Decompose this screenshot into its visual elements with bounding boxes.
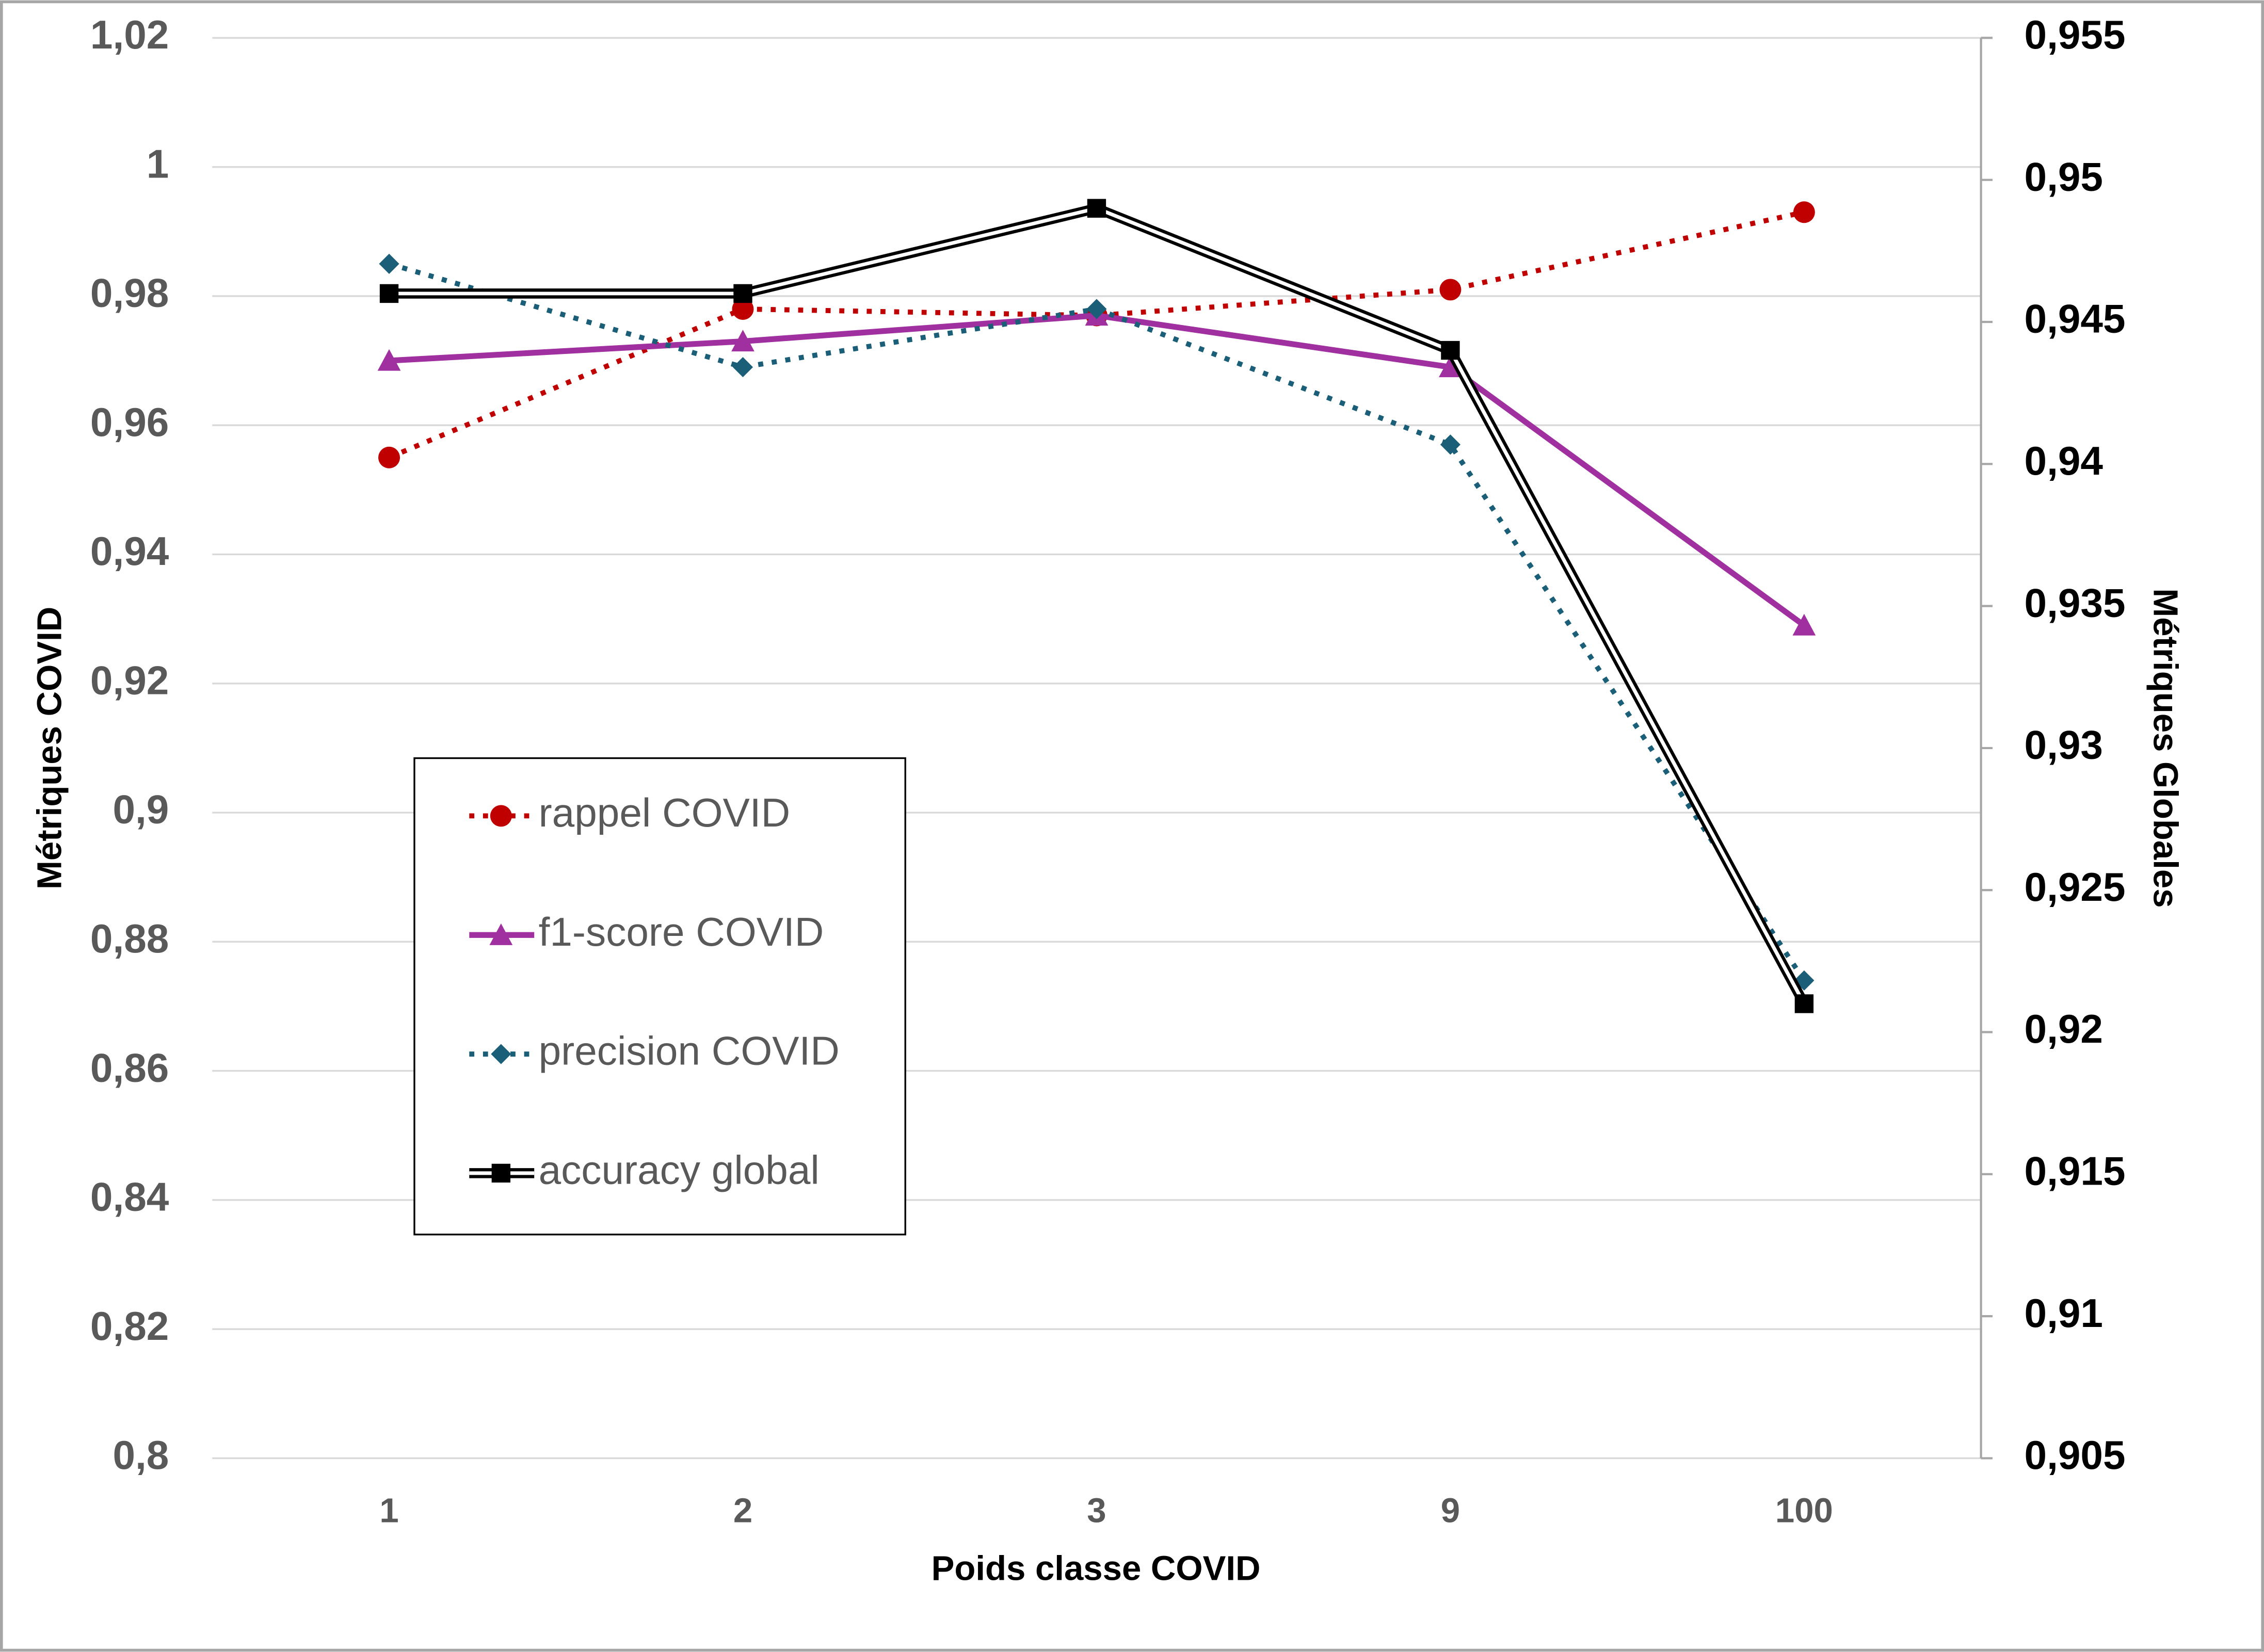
y2-tick-label: 0,95 xyxy=(2025,154,2103,199)
marker xyxy=(1441,341,1460,360)
y2-tick-label: 0,905 xyxy=(2025,1432,2126,1478)
legend-label: f1-score COVID xyxy=(539,909,824,954)
y-tick-label: 0,96 xyxy=(90,399,169,445)
y-tick-label: 0,92 xyxy=(90,657,169,703)
legend-label: precision COVID xyxy=(539,1028,840,1074)
marker xyxy=(733,284,752,303)
marker xyxy=(377,349,401,371)
x-tick-label: 1 xyxy=(379,1492,398,1530)
marker xyxy=(1793,201,1815,223)
legend-box xyxy=(413,757,906,1236)
marker xyxy=(1440,434,1461,455)
marker xyxy=(379,284,399,303)
y2-tick-label: 0,955 xyxy=(2025,12,2126,57)
marker xyxy=(490,805,512,827)
y-tick-label: 0,86 xyxy=(90,1045,169,1090)
legend-label: rappel COVID xyxy=(539,790,791,835)
y2-tick-label: 0,92 xyxy=(2025,1006,2103,1051)
y2-tick-label: 0,935 xyxy=(2025,580,2126,625)
marker xyxy=(1087,199,1106,218)
y2-axis-title: Métriques Globales xyxy=(2146,588,2185,908)
marker xyxy=(489,923,513,945)
marker xyxy=(379,253,399,274)
marker xyxy=(732,298,754,320)
marker xyxy=(1086,299,1107,319)
x-tick-label: 9 xyxy=(1441,1492,1460,1530)
y2-tick-label: 0,94 xyxy=(2025,438,2104,483)
y-tick-label: 1,02 xyxy=(90,12,169,57)
y-tick-label: 0,94 xyxy=(90,528,169,574)
y-tick-label: 0,9 xyxy=(113,787,169,832)
y-tick-label: 0,84 xyxy=(90,1174,169,1220)
x-tick-label: 3 xyxy=(1087,1492,1106,1530)
marker xyxy=(378,446,400,468)
x-tick-label: 2 xyxy=(733,1492,752,1530)
marker xyxy=(1439,355,1462,378)
y-tick-label: 1 xyxy=(147,141,169,186)
x-axis-title: Poids classe COVID xyxy=(932,1549,1261,1588)
y2-tick-label: 0,91 xyxy=(2025,1290,2103,1336)
marker xyxy=(1794,994,1814,1013)
y2-tick-label: 0,93 xyxy=(2025,722,2103,768)
y2-tick-label: 0,925 xyxy=(2025,864,2126,910)
y-axis-title: Métriques COVID xyxy=(30,607,69,889)
marker xyxy=(1439,279,1462,301)
marker xyxy=(1792,613,1816,636)
marker xyxy=(731,330,754,352)
y2-tick-label: 0,915 xyxy=(2025,1148,2126,1194)
y-tick-label: 0,82 xyxy=(90,1303,169,1349)
y-tick-label: 0,98 xyxy=(90,270,169,316)
marker xyxy=(491,1044,511,1064)
legend-label: accuracy global xyxy=(539,1147,820,1193)
y-tick-label: 0,8 xyxy=(113,1432,169,1478)
x-tick-label: 100 xyxy=(1775,1492,1833,1530)
marker xyxy=(491,1163,511,1183)
legend: rappel COVID f1-score COVID precision COVI… xyxy=(413,757,906,1236)
y-tick-label: 0,88 xyxy=(90,916,169,961)
y2-tick-label: 0,945 xyxy=(2025,296,2126,342)
